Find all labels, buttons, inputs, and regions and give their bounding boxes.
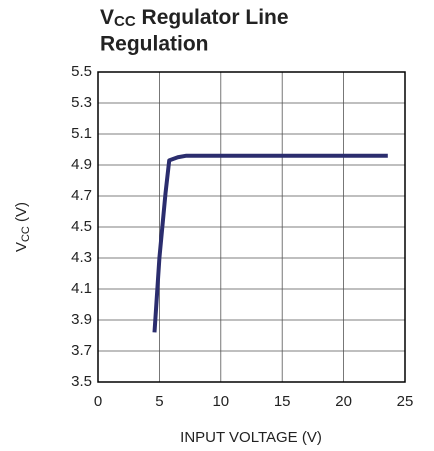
y-tick-label: 4.9 xyxy=(71,156,92,173)
y-tick-label: 5.3 xyxy=(71,94,92,111)
y-label-sub: CC xyxy=(20,226,32,242)
data-line xyxy=(152,153,388,333)
plot-frame xyxy=(97,71,406,383)
x-tick-label: 10 xyxy=(212,393,229,410)
x-tick-label: 20 xyxy=(335,393,352,410)
x-tick-label: 25 xyxy=(397,393,414,410)
chart-title: VCC Regulator Line xyxy=(100,6,289,30)
y-tick-label: 3.5 xyxy=(71,373,92,390)
y-tick-label: 4.5 xyxy=(71,218,92,235)
y-tick-label: 5.1 xyxy=(71,125,92,142)
x-axis-label: INPUT VOLTAGE (V) xyxy=(180,429,322,446)
x-tick-label: 15 xyxy=(274,393,291,410)
x-tick-label: 5 xyxy=(155,393,163,410)
y-label-part: (V) xyxy=(13,202,30,226)
y-tick-label: 4.1 xyxy=(71,280,92,297)
y-tick-label: 5.5 xyxy=(71,63,92,80)
title-sub: CC xyxy=(114,13,136,30)
y-axis-label: VCC (V) xyxy=(13,202,32,252)
y-tick-label: 3.9 xyxy=(71,311,92,328)
x-tick-label: 0 xyxy=(94,393,102,410)
title-part: V xyxy=(100,6,114,29)
y-tick-label: 4.3 xyxy=(71,249,92,266)
y-label-part: V xyxy=(13,242,30,252)
title-part: Regulator Line xyxy=(136,6,289,29)
y-tick-label: 3.7 xyxy=(71,342,92,359)
y-tick-label: 4.7 xyxy=(71,187,92,204)
chart-title-line2: Regulation xyxy=(100,33,209,56)
